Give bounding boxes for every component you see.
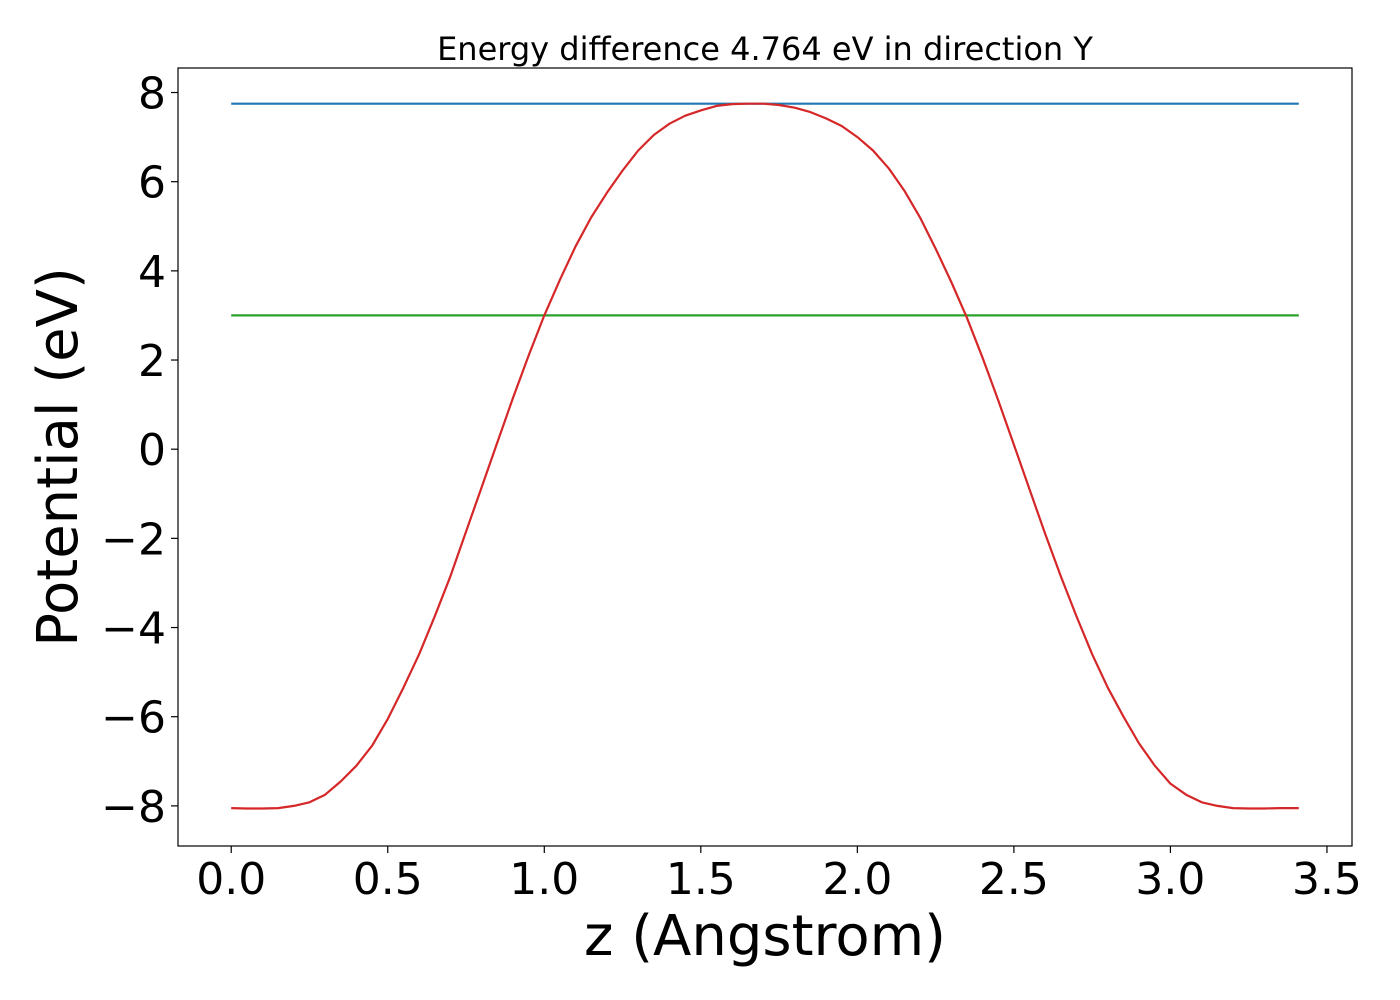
- chart-title: Energy difference 4.764 eV in direction …: [437, 30, 1093, 68]
- y-tick-label: 2: [138, 336, 166, 387]
- x-tick-label: 1.0: [509, 854, 579, 905]
- series-red-curve: [231, 102, 1299, 810]
- y-tick-label: 6: [138, 158, 166, 209]
- series-layer: [231, 102, 1299, 810]
- x-tick-label: 0.0: [196, 854, 266, 905]
- y-tick-label: −6: [101, 693, 166, 744]
- x-axis-label: z (Angstrom): [584, 904, 946, 969]
- x-tick-label: 1.5: [666, 854, 736, 905]
- y-tick-label: 4: [138, 247, 166, 298]
- y-tick-label: 8: [138, 69, 166, 120]
- plot-area: [177, 67, 1353, 847]
- y-tick-label: −8: [101, 782, 166, 833]
- y-axis: −8 −6 −4 −2 0 2 4 6 8: [101, 69, 178, 833]
- x-axis: 0.0 0.5 1.0 1.5 2.0 2.5 3.0 3.5: [196, 846, 1362, 905]
- x-tick-label: 2.5: [979, 854, 1049, 905]
- x-tick-label: 2.0: [822, 854, 892, 905]
- y-tick-label: −2: [101, 514, 166, 565]
- x-tick-label: 3.5: [1292, 854, 1362, 905]
- y-tick-label: 0: [138, 425, 166, 476]
- y-axis-label: Potential (eV): [26, 267, 91, 647]
- y-tick-label: −4: [101, 604, 166, 655]
- x-tick-label: 0.5: [353, 854, 423, 905]
- x-tick-label: 3.0: [1135, 854, 1205, 905]
